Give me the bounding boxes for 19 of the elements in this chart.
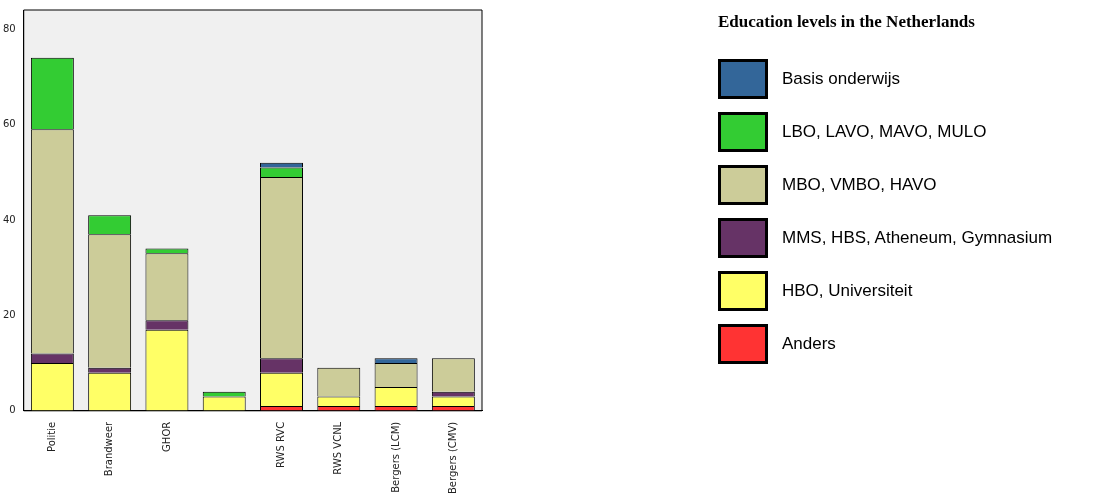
legend-label: MMS, HBS, Atheneum, Gymnasium (782, 227, 1053, 248)
x-tick-label: Brandweer (103, 420, 115, 477)
legend-label: LBO, LAVO, MAVO, MULO (782, 121, 987, 142)
y-tick-label: 60 (2, 118, 16, 130)
legend-title: Education levels in the Netherlands (718, 12, 976, 32)
legend-label: HBO, Universiteit (782, 280, 913, 301)
x-tick-label: RWS VCNL (332, 421, 344, 475)
y-tick-label: 0 (9, 404, 16, 416)
y-tick-label: 40 (2, 213, 16, 225)
y-tick-label: 20 (2, 308, 16, 320)
x-tick-label: Bergers (LCM) (389, 421, 401, 493)
legend-label: Basis onderwijs (782, 68, 901, 89)
legend-label: MBO, VMBO, HAVO (782, 174, 937, 195)
x-tick-label: Politie (45, 421, 57, 452)
x-tick-label: Bergers (CMV) (446, 421, 458, 494)
x-tick-label: GHOR (160, 421, 172, 452)
x-tick-label: RWS RVC (275, 421, 287, 468)
legend-label: Anders (782, 333, 836, 354)
y-tick-label: 80 (2, 22, 16, 34)
